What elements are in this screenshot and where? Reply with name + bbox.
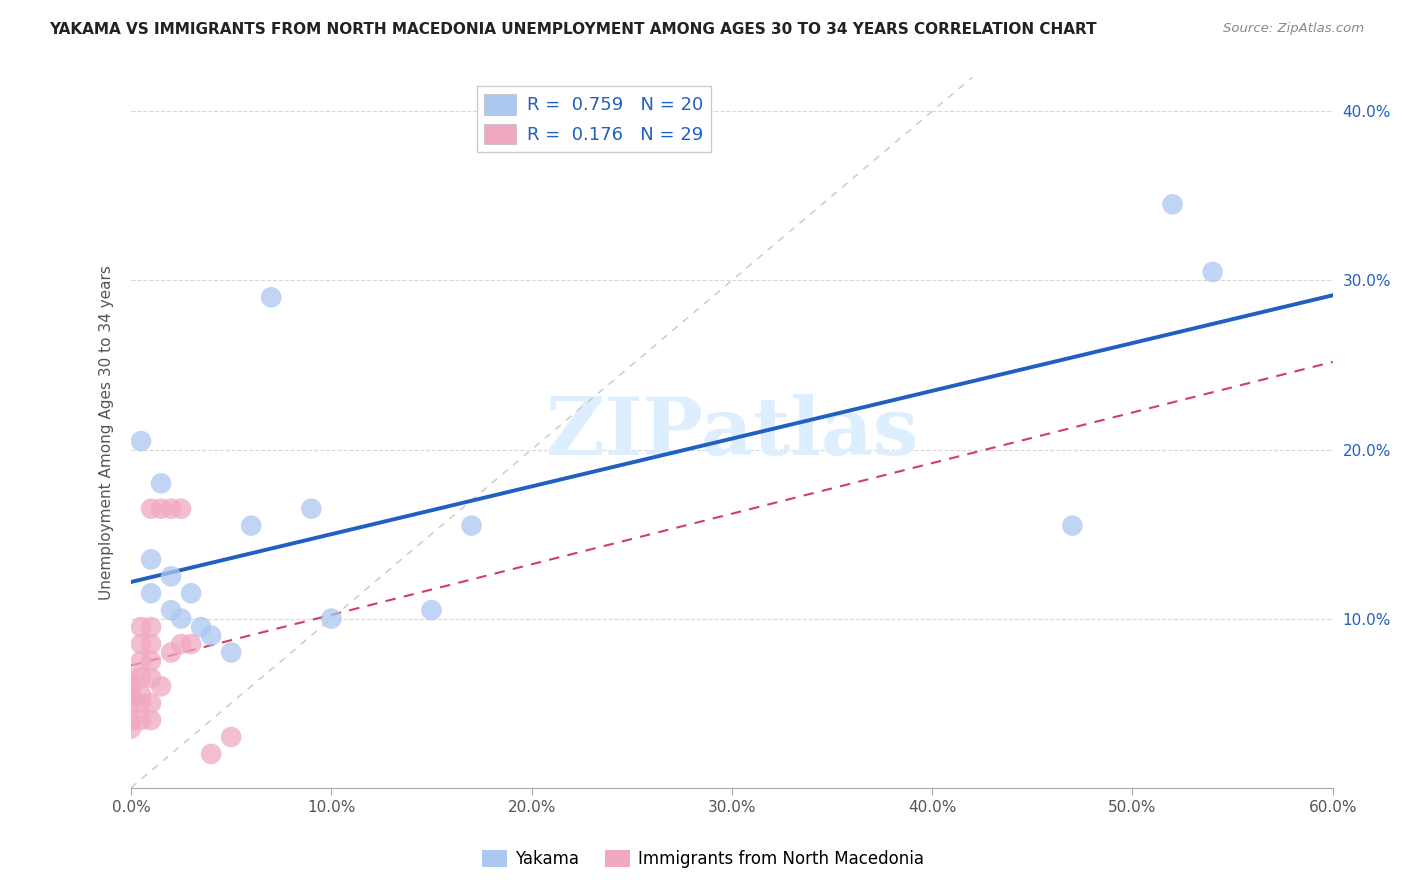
- Point: [120, 688, 142, 702]
- Point: [139, 671, 162, 685]
- Point: [160, 645, 183, 659]
- Point: [321, 612, 343, 626]
- Point: [180, 586, 202, 600]
- Text: ZIPatlas: ZIPatlas: [546, 393, 918, 472]
- Y-axis label: Unemployment Among Ages 30 to 34 years: Unemployment Among Ages 30 to 34 years: [100, 265, 114, 600]
- Point: [219, 645, 242, 659]
- Legend: Yakama, Immigrants from North Macedonia: Yakama, Immigrants from North Macedonia: [475, 843, 931, 875]
- Point: [139, 552, 162, 566]
- Point: [129, 671, 152, 685]
- Point: [1062, 518, 1084, 533]
- Point: [190, 620, 212, 634]
- Point: [129, 696, 152, 710]
- Point: [160, 603, 183, 617]
- Point: [219, 730, 242, 744]
- Point: [139, 713, 162, 727]
- Legend: R =  0.759   N = 20, R =  0.176   N = 29: R = 0.759 N = 20, R = 0.176 N = 29: [477, 87, 710, 152]
- Point: [139, 696, 162, 710]
- Point: [139, 586, 162, 600]
- Point: [139, 637, 162, 651]
- Point: [139, 654, 162, 668]
- Point: [120, 722, 142, 736]
- Point: [150, 476, 173, 491]
- Point: [200, 628, 222, 642]
- Point: [129, 713, 152, 727]
- Point: [120, 671, 142, 685]
- Text: Source: ZipAtlas.com: Source: ZipAtlas.com: [1223, 22, 1364, 36]
- Point: [160, 569, 183, 583]
- Point: [1161, 197, 1184, 211]
- Point: [299, 501, 322, 516]
- Point: [120, 696, 142, 710]
- Point: [139, 501, 162, 516]
- Point: [129, 637, 152, 651]
- Point: [240, 518, 263, 533]
- Point: [129, 620, 152, 634]
- Point: [460, 518, 482, 533]
- Point: [200, 747, 222, 761]
- Point: [170, 612, 193, 626]
- Point: [180, 637, 202, 651]
- Point: [139, 620, 162, 634]
- Point: [150, 679, 173, 693]
- Point: [170, 501, 193, 516]
- Point: [120, 679, 142, 693]
- Point: [170, 637, 193, 651]
- Point: [129, 688, 152, 702]
- Point: [160, 501, 183, 516]
- Point: [129, 434, 152, 448]
- Point: [129, 654, 152, 668]
- Point: [420, 603, 443, 617]
- Text: YAKAMA VS IMMIGRANTS FROM NORTH MACEDONIA UNEMPLOYMENT AMONG AGES 30 TO 34 YEARS: YAKAMA VS IMMIGRANTS FROM NORTH MACEDONI…: [49, 22, 1097, 37]
- Point: [1201, 265, 1223, 279]
- Point: [120, 713, 142, 727]
- Point: [260, 290, 283, 304]
- Point: [150, 501, 173, 516]
